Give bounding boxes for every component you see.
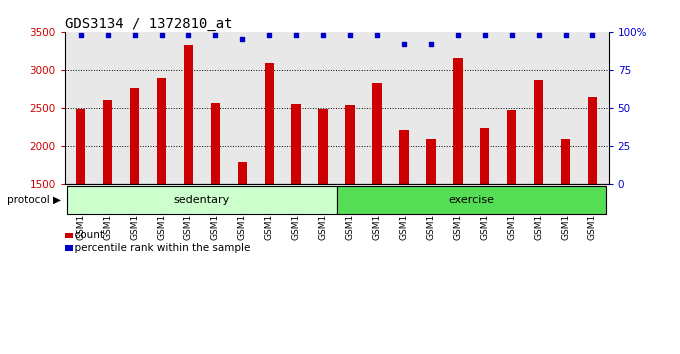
Point [318,32,328,38]
Bar [184,45,193,184]
Point [156,32,167,38]
Point [371,32,382,38]
Point [560,32,571,38]
Bar [292,104,301,184]
Point [291,32,302,38]
Bar [103,99,112,184]
Point [264,32,275,38]
Text: exercise: exercise [448,195,494,205]
Bar [157,78,167,184]
Point [426,41,437,47]
Bar [507,110,516,184]
Bar [426,139,436,184]
Text: count: count [68,230,104,240]
Bar [76,109,86,184]
Bar [399,130,409,184]
Point [75,32,86,38]
Bar [453,58,462,184]
Bar [588,97,597,184]
Point [452,32,463,38]
Bar [480,128,490,184]
Text: protocol ▶: protocol ▶ [7,195,61,205]
Bar [372,83,381,184]
Point [533,32,544,38]
Bar [130,88,139,184]
Text: GDS3134 / 1372810_at: GDS3134 / 1372810_at [65,17,232,31]
Bar [345,105,355,184]
Point [479,32,490,38]
Point [102,32,113,38]
Point [237,37,248,42]
Bar [318,109,328,184]
Bar [265,63,274,184]
Point [506,32,517,38]
Point [587,32,598,38]
Bar [237,162,247,184]
Bar [337,186,606,215]
Point [129,32,140,38]
Point [183,32,194,38]
Bar [67,186,337,215]
Bar [561,139,571,184]
Point [345,32,356,38]
Bar [534,80,543,184]
Point [398,41,409,47]
Text: percentile rank within the sample: percentile rank within the sample [68,243,250,253]
Text: sedentary: sedentary [174,195,230,205]
Point [210,32,221,38]
Bar [211,103,220,184]
